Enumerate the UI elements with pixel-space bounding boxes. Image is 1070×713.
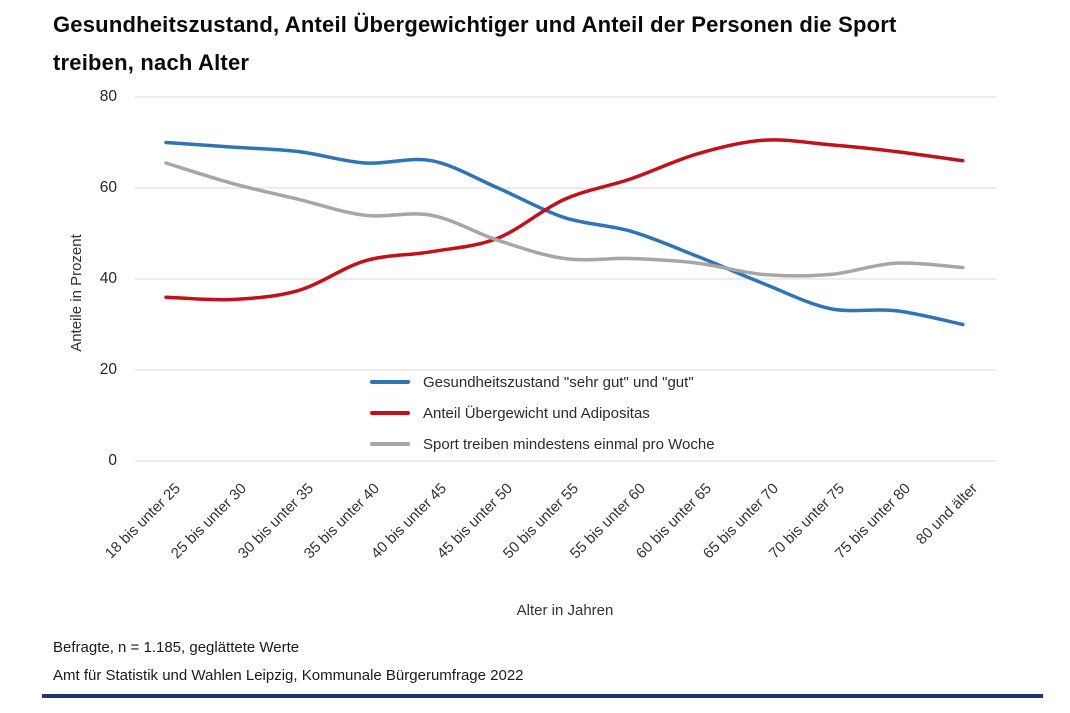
chart-title-line2: treiben, nach Alter [53, 50, 250, 75]
series-line-2 [164, 161, 965, 278]
y-tick-label-60: 60 [99, 179, 117, 196]
chart-title-line1: Gesundheitszustand, Anteil Übergewichtig… [53, 12, 897, 37]
y-tick-label-80: 80 [99, 88, 117, 105]
plot-area [135, 96, 996, 462]
legend-swatch-1 [370, 411, 410, 415]
legend-label-2: Sport treiben mindestens einmal pro Woch… [423, 435, 715, 453]
legend-label-1: Anteil Übergewicht und Adipositas [423, 404, 650, 422]
series-line-0 [164, 140, 965, 327]
chart-title: Gesundheitszustand, Anteil Übergewichtig… [53, 6, 1043, 82]
legend-swatch-2 [370, 442, 410, 446]
legend-item-1: Anteil Übergewicht und Adipositas [370, 399, 650, 427]
footnote-source: Amt für Statistik und Wahlen Leipzig, Ko… [53, 667, 524, 684]
series-line-1 [164, 138, 965, 302]
y-tick-label-40: 40 [99, 270, 117, 287]
legend-label-0: Gesundheitszustand "sehr gut" und "gut" [423, 373, 694, 391]
x-axis-title: Alter in Jahren [516, 602, 614, 619]
y-tick-label-0: 0 [108, 452, 117, 469]
legend-item-0: Gesundheitszustand "sehr gut" und "gut" [370, 368, 694, 396]
legend-swatch-0 [370, 380, 410, 384]
footnote-sample: Befragte, n = 1.185, geglättete Werte [53, 639, 300, 656]
legend-item-2: Sport treiben mindestens einmal pro Woch… [370, 430, 715, 458]
bottom-divider [42, 694, 1043, 698]
y-tick-label-20: 20 [99, 361, 117, 378]
